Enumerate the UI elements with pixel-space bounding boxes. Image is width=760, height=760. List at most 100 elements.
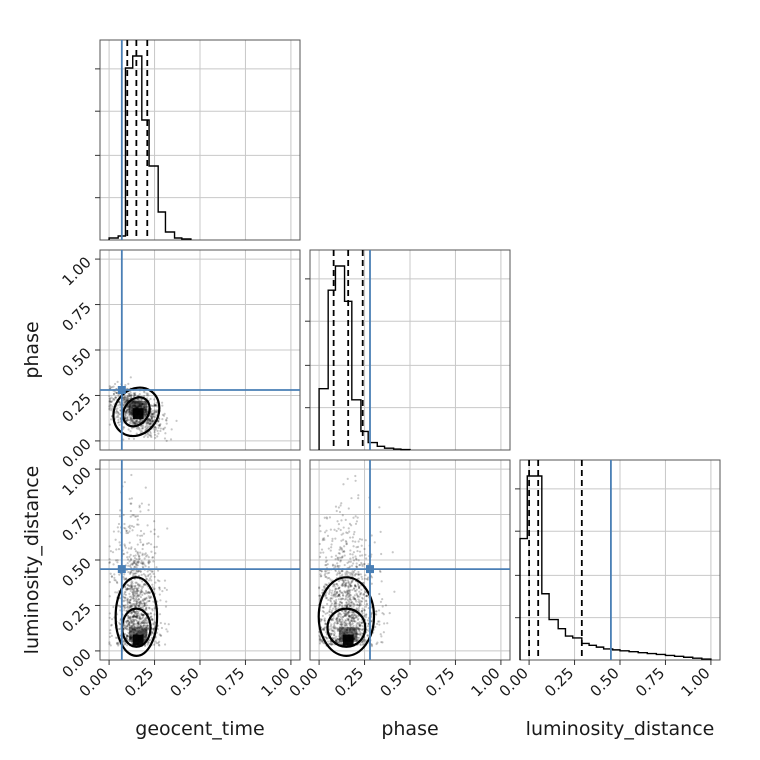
sample-point <box>141 614 144 617</box>
sample-point <box>143 415 147 418</box>
sample-point <box>122 600 125 603</box>
sample-point <box>345 597 348 600</box>
sample-point <box>142 614 145 617</box>
sample-point <box>128 395 131 398</box>
sample-point <box>138 392 141 396</box>
sample-point <box>334 601 337 605</box>
sample-point <box>148 422 151 426</box>
sample-point <box>357 586 361 590</box>
sample-point <box>321 537 325 540</box>
sample-point <box>344 610 347 613</box>
sample-point <box>319 530 322 533</box>
sample-point <box>140 560 143 563</box>
sample-point <box>146 431 150 435</box>
sample-point <box>130 583 133 586</box>
sample-point <box>128 415 131 419</box>
sample-point <box>360 603 363 606</box>
sample-point <box>341 579 345 582</box>
sample-point <box>329 600 333 603</box>
sample-point <box>341 597 344 600</box>
sample-point <box>138 427 141 430</box>
sample-point <box>353 616 357 620</box>
sample-point <box>345 604 348 608</box>
sample-point <box>163 579 167 582</box>
sample-point <box>125 620 128 623</box>
sample-point <box>346 613 349 616</box>
sample-point <box>326 577 329 580</box>
sample-point <box>137 398 140 401</box>
sample-point <box>113 390 117 393</box>
sample-point <box>333 602 337 605</box>
sample-point <box>109 644 112 647</box>
sample-point <box>337 506 341 509</box>
sample-point <box>165 588 168 591</box>
sample-point <box>320 574 323 578</box>
sample-point <box>132 394 136 397</box>
sample-point <box>128 421 131 425</box>
contour-0 <box>326 607 367 648</box>
sample-point <box>359 643 362 647</box>
sample-point <box>115 642 119 646</box>
sample-point <box>343 614 346 617</box>
sample-point <box>329 528 332 531</box>
sample-point <box>153 621 156 624</box>
sample-point <box>127 607 130 611</box>
sample-point <box>144 616 147 620</box>
sample-point <box>352 556 355 559</box>
sample-point <box>358 564 361 567</box>
sample-point <box>124 414 127 417</box>
sample-point <box>355 625 358 628</box>
sample-point <box>340 642 343 645</box>
sample-point <box>138 555 141 558</box>
sample-point <box>138 603 141 607</box>
sample-point <box>138 594 141 597</box>
sample-point <box>328 589 331 592</box>
sample-point <box>124 400 127 403</box>
sample-point <box>143 618 146 621</box>
sample-point <box>127 564 130 567</box>
sample-point <box>141 544 145 547</box>
sample-point <box>122 404 125 407</box>
sample-point <box>325 563 328 567</box>
sample-point <box>116 526 119 529</box>
sample-point <box>334 608 337 611</box>
sample-point <box>353 613 356 616</box>
sample-point <box>326 602 329 606</box>
sample-point <box>129 509 132 513</box>
sample-point <box>128 584 132 588</box>
sample-point <box>150 615 153 618</box>
sample-point <box>343 614 346 617</box>
sample-point <box>134 581 137 584</box>
sample-point <box>350 524 353 527</box>
sample-point <box>329 625 332 628</box>
sample-point <box>351 617 354 620</box>
sample-point <box>134 590 137 593</box>
sample-point <box>338 548 341 551</box>
sample-point <box>347 581 350 584</box>
sample-point <box>133 612 137 615</box>
sample-point <box>151 418 154 421</box>
sample-point <box>347 527 350 530</box>
sample-point <box>354 614 357 617</box>
sample-point <box>341 578 344 582</box>
sample-point <box>143 602 146 606</box>
sample-point <box>337 594 340 597</box>
sample-point <box>150 550 153 553</box>
sample-point <box>127 405 130 408</box>
sample-point <box>143 563 146 566</box>
sample-point <box>117 530 120 533</box>
sample-point <box>351 613 354 616</box>
sample-point <box>322 586 326 589</box>
sample-point <box>343 584 346 587</box>
sample-point <box>145 621 148 625</box>
y-tick-label: 0.25 <box>58 600 94 636</box>
sample-point <box>365 594 368 598</box>
sample-point <box>344 584 348 587</box>
sample-point <box>380 580 383 583</box>
sample-point <box>139 623 142 627</box>
sample-point <box>356 595 359 599</box>
sample-point <box>336 628 339 631</box>
sample-point <box>361 612 364 615</box>
sample-point <box>350 616 353 619</box>
